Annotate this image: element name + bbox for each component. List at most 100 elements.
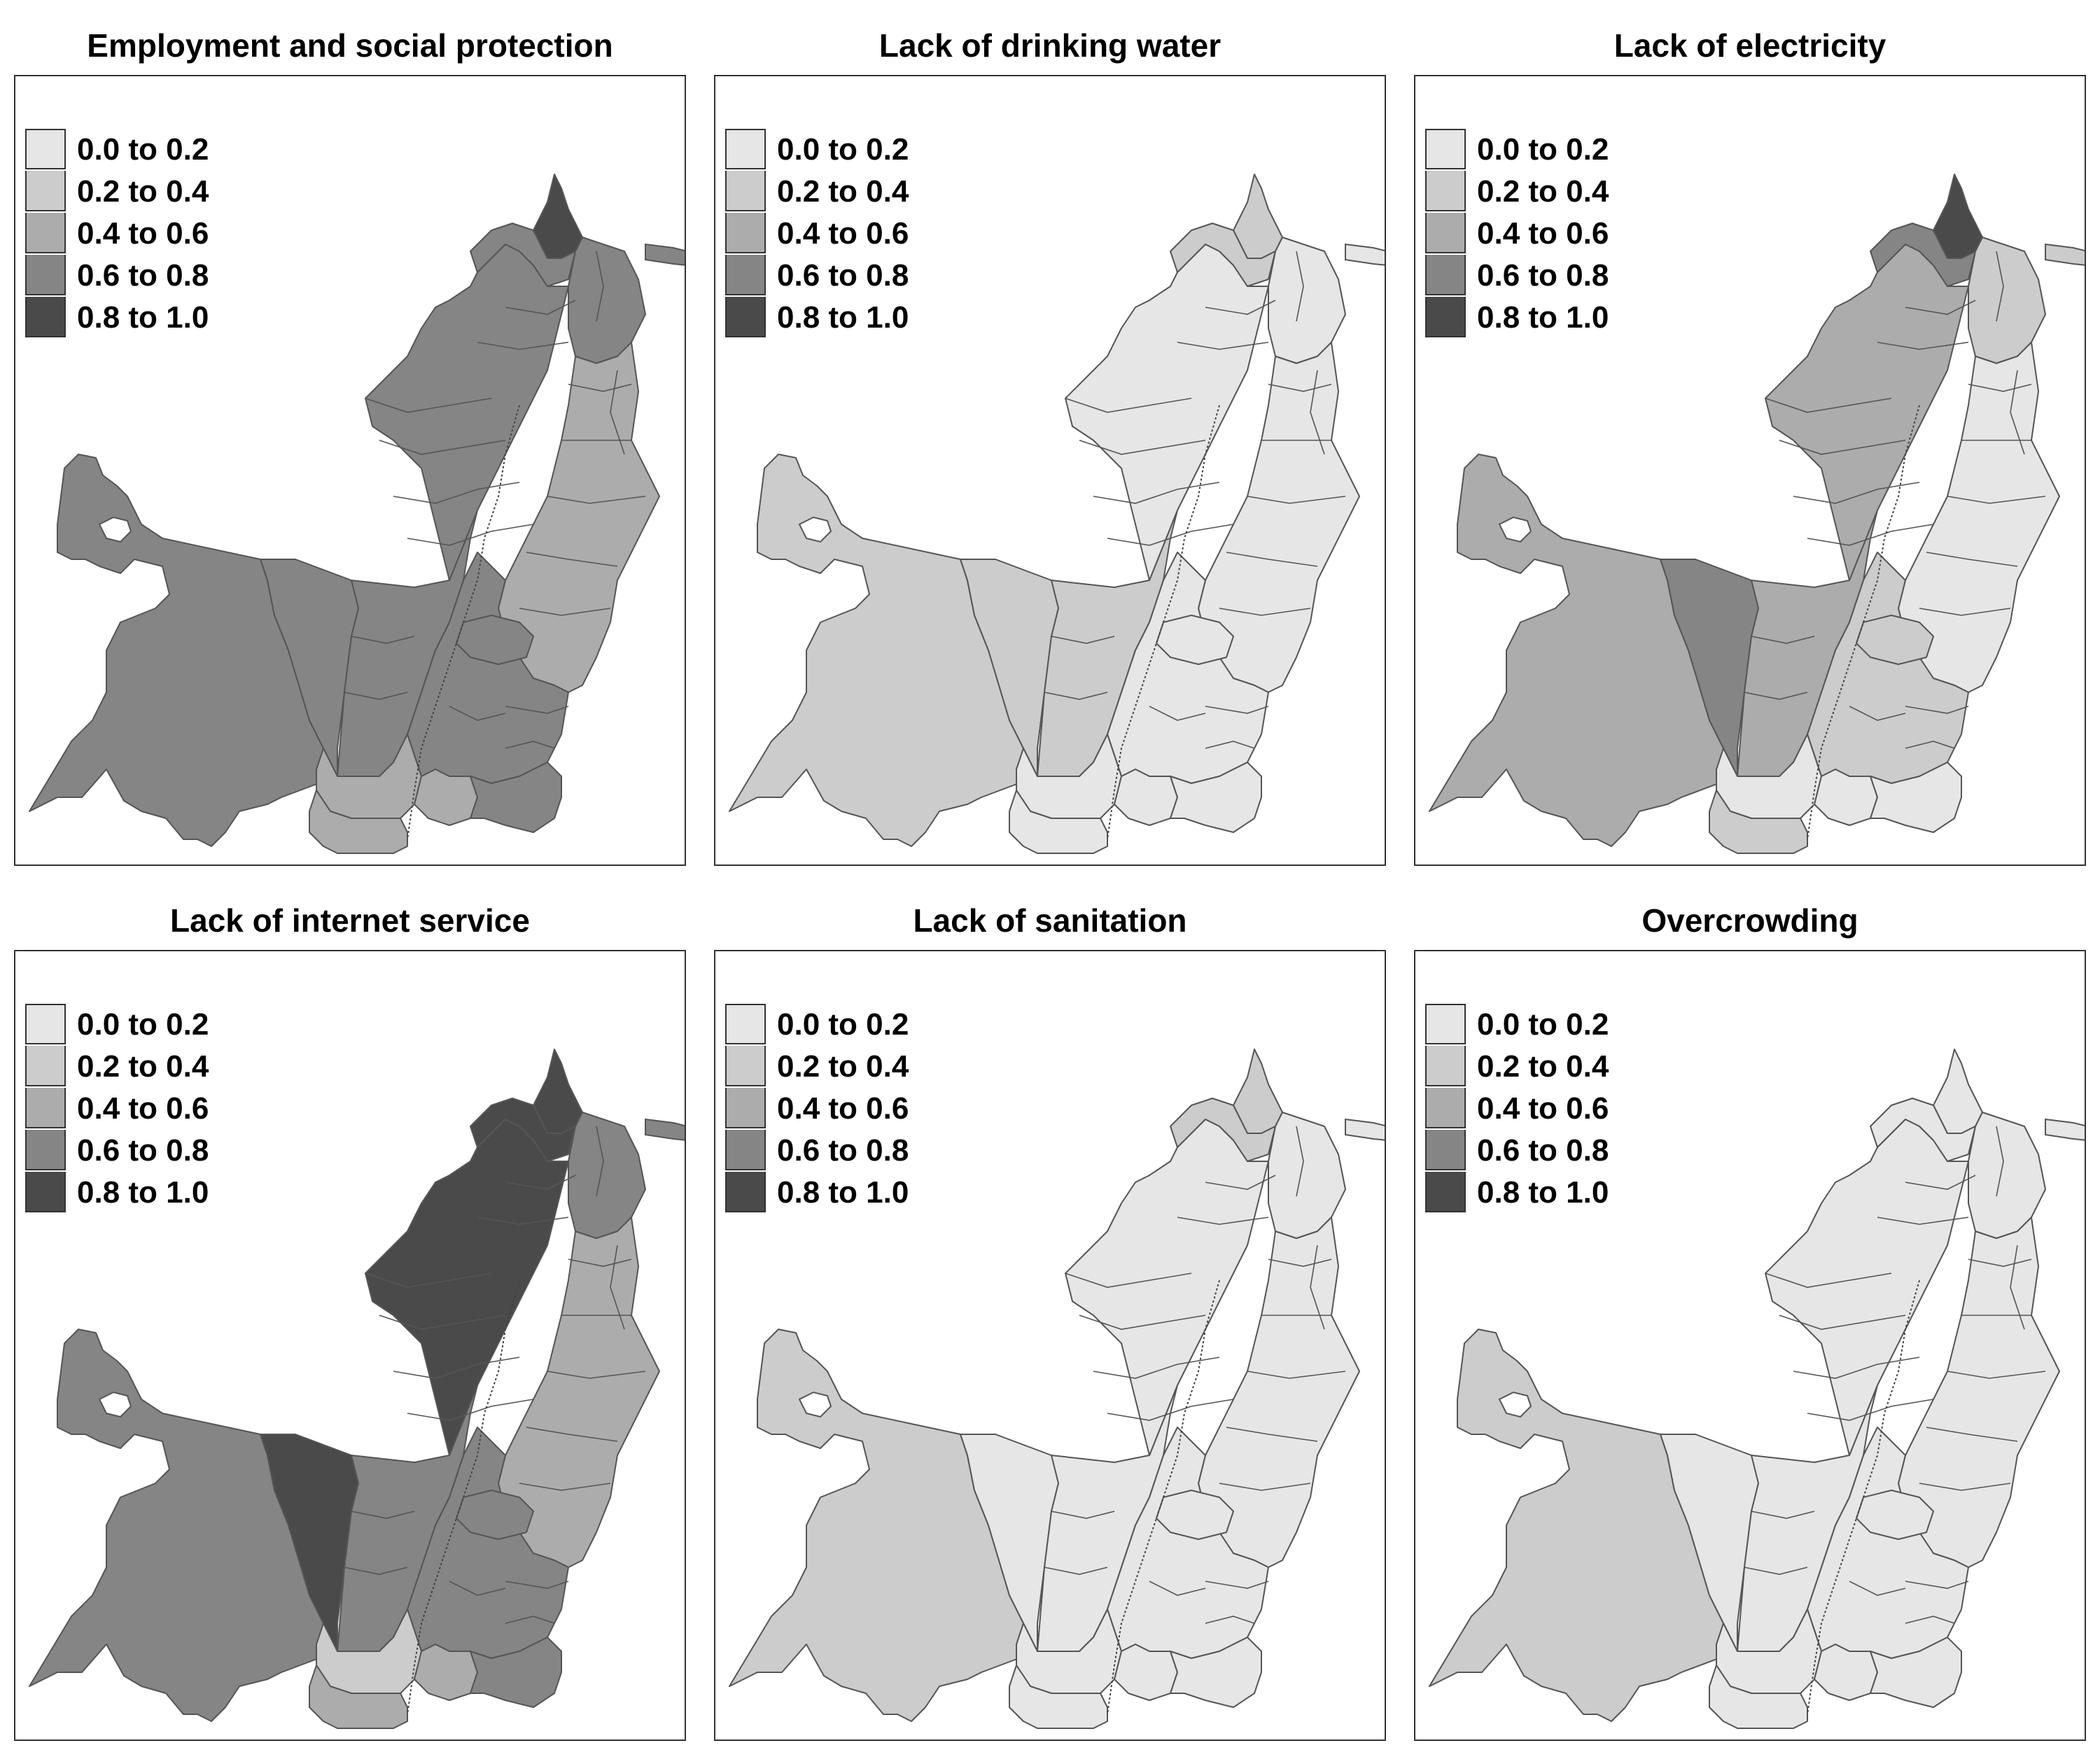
district-boundary bbox=[1107, 524, 1234, 546]
district-boundary bbox=[1905, 706, 1969, 714]
district-boundary bbox=[1226, 552, 1318, 567]
legend-item: 0.8 to 1.0 bbox=[725, 297, 949, 339]
legend-item: 0.6 to 0.8 bbox=[25, 255, 249, 297]
district-boundary bbox=[1968, 384, 2032, 392]
district-boundary bbox=[505, 706, 569, 714]
district-boundary bbox=[505, 300, 576, 315]
district-boundary bbox=[379, 440, 506, 455]
map-region-inner bbox=[456, 1490, 534, 1540]
district-boundary bbox=[1751, 1511, 1815, 1519]
legend-item: 0.2 to 0.4 bbox=[725, 171, 949, 213]
legend-swatch bbox=[1425, 1130, 1466, 1170]
legend-label: 0.2 to 0.4 bbox=[777, 1049, 909, 1084]
district-boundary bbox=[1051, 1511, 1115, 1519]
legend-label: 0.4 to 0.6 bbox=[777, 216, 909, 251]
district-boundary bbox=[477, 342, 569, 350]
district-boundary bbox=[1093, 482, 1220, 504]
legend-item: 0.8 to 1.0 bbox=[1425, 297, 1649, 339]
legend-label: 0.8 to 1.0 bbox=[1477, 1175, 1609, 1210]
map-region-southwest bbox=[1709, 1665, 1808, 1729]
legend-swatch bbox=[25, 255, 66, 295]
district-boundary bbox=[1044, 1567, 1108, 1575]
district-boundary bbox=[1779, 1315, 1906, 1330]
district-boundary bbox=[1247, 496, 1346, 504]
map-region-inner bbox=[456, 615, 534, 665]
district-boundary bbox=[1093, 1357, 1220, 1379]
legend-swatch bbox=[725, 297, 766, 337]
district-boundary bbox=[1205, 1616, 1255, 1624]
river-line bbox=[407, 1280, 520, 1715]
map-frame: 0.0 to 0.2 0.2 to 0.4 0.4 to 0.6 0.6 to … bbox=[714, 950, 1386, 1741]
district-boundary bbox=[1205, 741, 1255, 749]
legend-label: 0.0 to 0.2 bbox=[777, 1007, 909, 1042]
legend-swatch bbox=[725, 213, 766, 253]
river-line bbox=[1107, 1280, 1220, 1715]
bay-inlet bbox=[798, 516, 832, 543]
river-line bbox=[1807, 1280, 1920, 1715]
map-region-neast bbox=[568, 237, 646, 364]
district-boundary bbox=[1268, 1259, 1332, 1267]
district-boundary bbox=[596, 251, 604, 322]
district-boundary bbox=[351, 636, 415, 644]
map-region-east-strip bbox=[645, 1118, 685, 1141]
map-region-east bbox=[1898, 1217, 2060, 1568]
district-boundary bbox=[407, 1399, 534, 1421]
district-boundary bbox=[1793, 482, 1920, 504]
district-boundary bbox=[1877, 342, 1969, 350]
district-boundary bbox=[1205, 1175, 1276, 1190]
legend-label: 0.0 to 0.2 bbox=[77, 1007, 209, 1042]
map-frame: 0.0 to 0.2 0.2 to 0.4 0.4 to 0.6 0.6 to … bbox=[14, 950, 686, 1741]
legend-label: 0.4 to 0.6 bbox=[77, 216, 209, 251]
map-region-northleft bbox=[1170, 223, 1276, 287]
legend-label: 0.4 to 0.6 bbox=[1477, 1091, 1609, 1126]
bay-inlet bbox=[1498, 516, 1532, 543]
district-boundary bbox=[1793, 1357, 1920, 1379]
district-boundary bbox=[393, 1357, 520, 1379]
river-line bbox=[1107, 405, 1220, 840]
legend-label: 0.6 to 0.8 bbox=[77, 258, 209, 293]
district-boundary bbox=[1205, 1581, 1269, 1589]
legend-item: 0.6 to 0.8 bbox=[25, 1130, 249, 1172]
legend-label: 0.0 to 0.2 bbox=[777, 132, 909, 167]
legend-item: 0.6 to 0.8 bbox=[1425, 1130, 1649, 1172]
map-region-neast bbox=[1968, 237, 2046, 364]
district-boundary bbox=[1849, 706, 1906, 721]
district-boundary bbox=[449, 1581, 506, 1596]
legend-label: 0.8 to 1.0 bbox=[777, 1175, 909, 1210]
map-region-east-strip bbox=[2045, 243, 2085, 266]
district-boundary bbox=[1219, 1483, 1311, 1491]
district-boundary bbox=[1177, 342, 1269, 350]
legend-swatch bbox=[25, 129, 66, 169]
legend-swatch bbox=[25, 171, 66, 211]
district-boundary bbox=[1065, 1273, 1192, 1288]
district-boundary bbox=[365, 398, 492, 413]
map-frame: 0.0 to 0.2 0.2 to 0.4 0.4 to 0.6 0.6 to … bbox=[714, 75, 1386, 866]
legend-swatch bbox=[725, 171, 766, 211]
choropleth-map bbox=[1429, 174, 2085, 854]
choropleth-map bbox=[29, 1049, 685, 1729]
legend-item: 0.8 to 1.0 bbox=[25, 1172, 249, 1214]
map-legend: 0.0 to 0.2 0.2 to 0.4 0.4 to 0.6 0.6 to … bbox=[25, 1004, 249, 1214]
district-boundary bbox=[610, 1245, 625, 1330]
map-legend: 0.0 to 0.2 0.2 to 0.4 0.4 to 0.6 0.6 to … bbox=[25, 129, 249, 339]
legend-swatch bbox=[25, 297, 66, 337]
district-boundary bbox=[1947, 496, 2046, 504]
district-boundary bbox=[519, 608, 611, 616]
legend-label: 0.8 to 1.0 bbox=[1477, 300, 1609, 335]
district-boundary bbox=[2010, 1245, 2025, 1330]
legend-label: 0.6 to 0.8 bbox=[1477, 1133, 1609, 1168]
map-region-west bbox=[729, 1329, 1038, 1722]
legend-swatch bbox=[1425, 255, 1466, 295]
map-legend: 0.0 to 0.2 0.2 to 0.4 0.4 to 0.6 0.6 to … bbox=[725, 1004, 949, 1214]
legend-item: 0.8 to 1.0 bbox=[25, 297, 249, 339]
panel-title: Lack of electricity bbox=[1614, 27, 1886, 64]
district-boundary bbox=[1905, 1581, 1969, 1589]
district-boundary bbox=[1205, 706, 1269, 714]
legend-label: 0.6 to 0.8 bbox=[1477, 258, 1609, 293]
district-boundary bbox=[547, 496, 646, 504]
legend-label: 0.4 to 0.6 bbox=[77, 1091, 209, 1126]
legend-swatch bbox=[1425, 1004, 1466, 1044]
map-region-southcenter bbox=[414, 769, 478, 826]
map-region-southeast bbox=[1170, 762, 1262, 833]
map-region-inner bbox=[1156, 615, 1234, 665]
